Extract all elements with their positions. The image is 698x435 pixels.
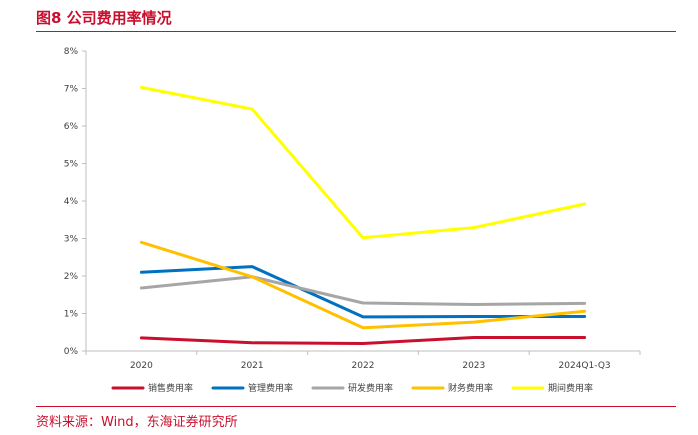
series-line-5 <box>139 85 587 240</box>
series-line-2 <box>139 265 587 319</box>
figure-title: 图8 公司费用率情况 <box>36 9 172 27</box>
legend-label: 期间费用率 <box>548 382 593 394</box>
series-line-3 <box>139 275 587 306</box>
footer-divider <box>36 406 676 407</box>
y-axis-ticks: 0% 1% 2% 3% 4% 5% 6% 7% 8% <box>64 47 86 357</box>
y-tick-label: 1% <box>64 310 79 320</box>
x-tick-label: 2021 <box>241 361 264 371</box>
x-tick-label: 2020 <box>130 361 153 371</box>
title-divider <box>36 31 676 32</box>
y-tick-label: 7% <box>64 85 79 95</box>
y-tick-label: 2% <box>64 272 79 282</box>
legend-label: 销售费用率 <box>148 382 193 394</box>
y-tick-label: 8% <box>64 47 79 57</box>
x-axis-ticks: 2020 2021 2022 2023 2024Q1-Q3 <box>85 351 641 371</box>
y-tick-label: 0% <box>64 347 79 357</box>
series-line-1 <box>139 336 587 345</box>
legend-label: 研发费用率 <box>348 382 393 394</box>
x-tick-label: 2023 <box>462 361 485 371</box>
y-tick-label: 4% <box>64 197 79 207</box>
x-tick-label: 2022 <box>352 361 375 371</box>
chart-series <box>139 85 587 345</box>
y-tick-label: 5% <box>64 160 79 170</box>
y-tick-label: 3% <box>64 235 79 245</box>
series-line-4 <box>139 240 587 330</box>
chart-axes <box>85 51 640 352</box>
legend-label: 管理费用率 <box>248 382 293 394</box>
y-tick-label: 6% <box>64 122 79 132</box>
chart-legend: 销售费用率 管理费用率 研发费用率 财务费用率 期间费用率 <box>111 382 593 394</box>
legend-label: 财务费用率 <box>448 382 493 394</box>
x-tick-label: 2024Q1-Q3 <box>559 361 611 371</box>
source-note: 资料来源：Wind，东海证券研究所 <box>36 415 238 430</box>
